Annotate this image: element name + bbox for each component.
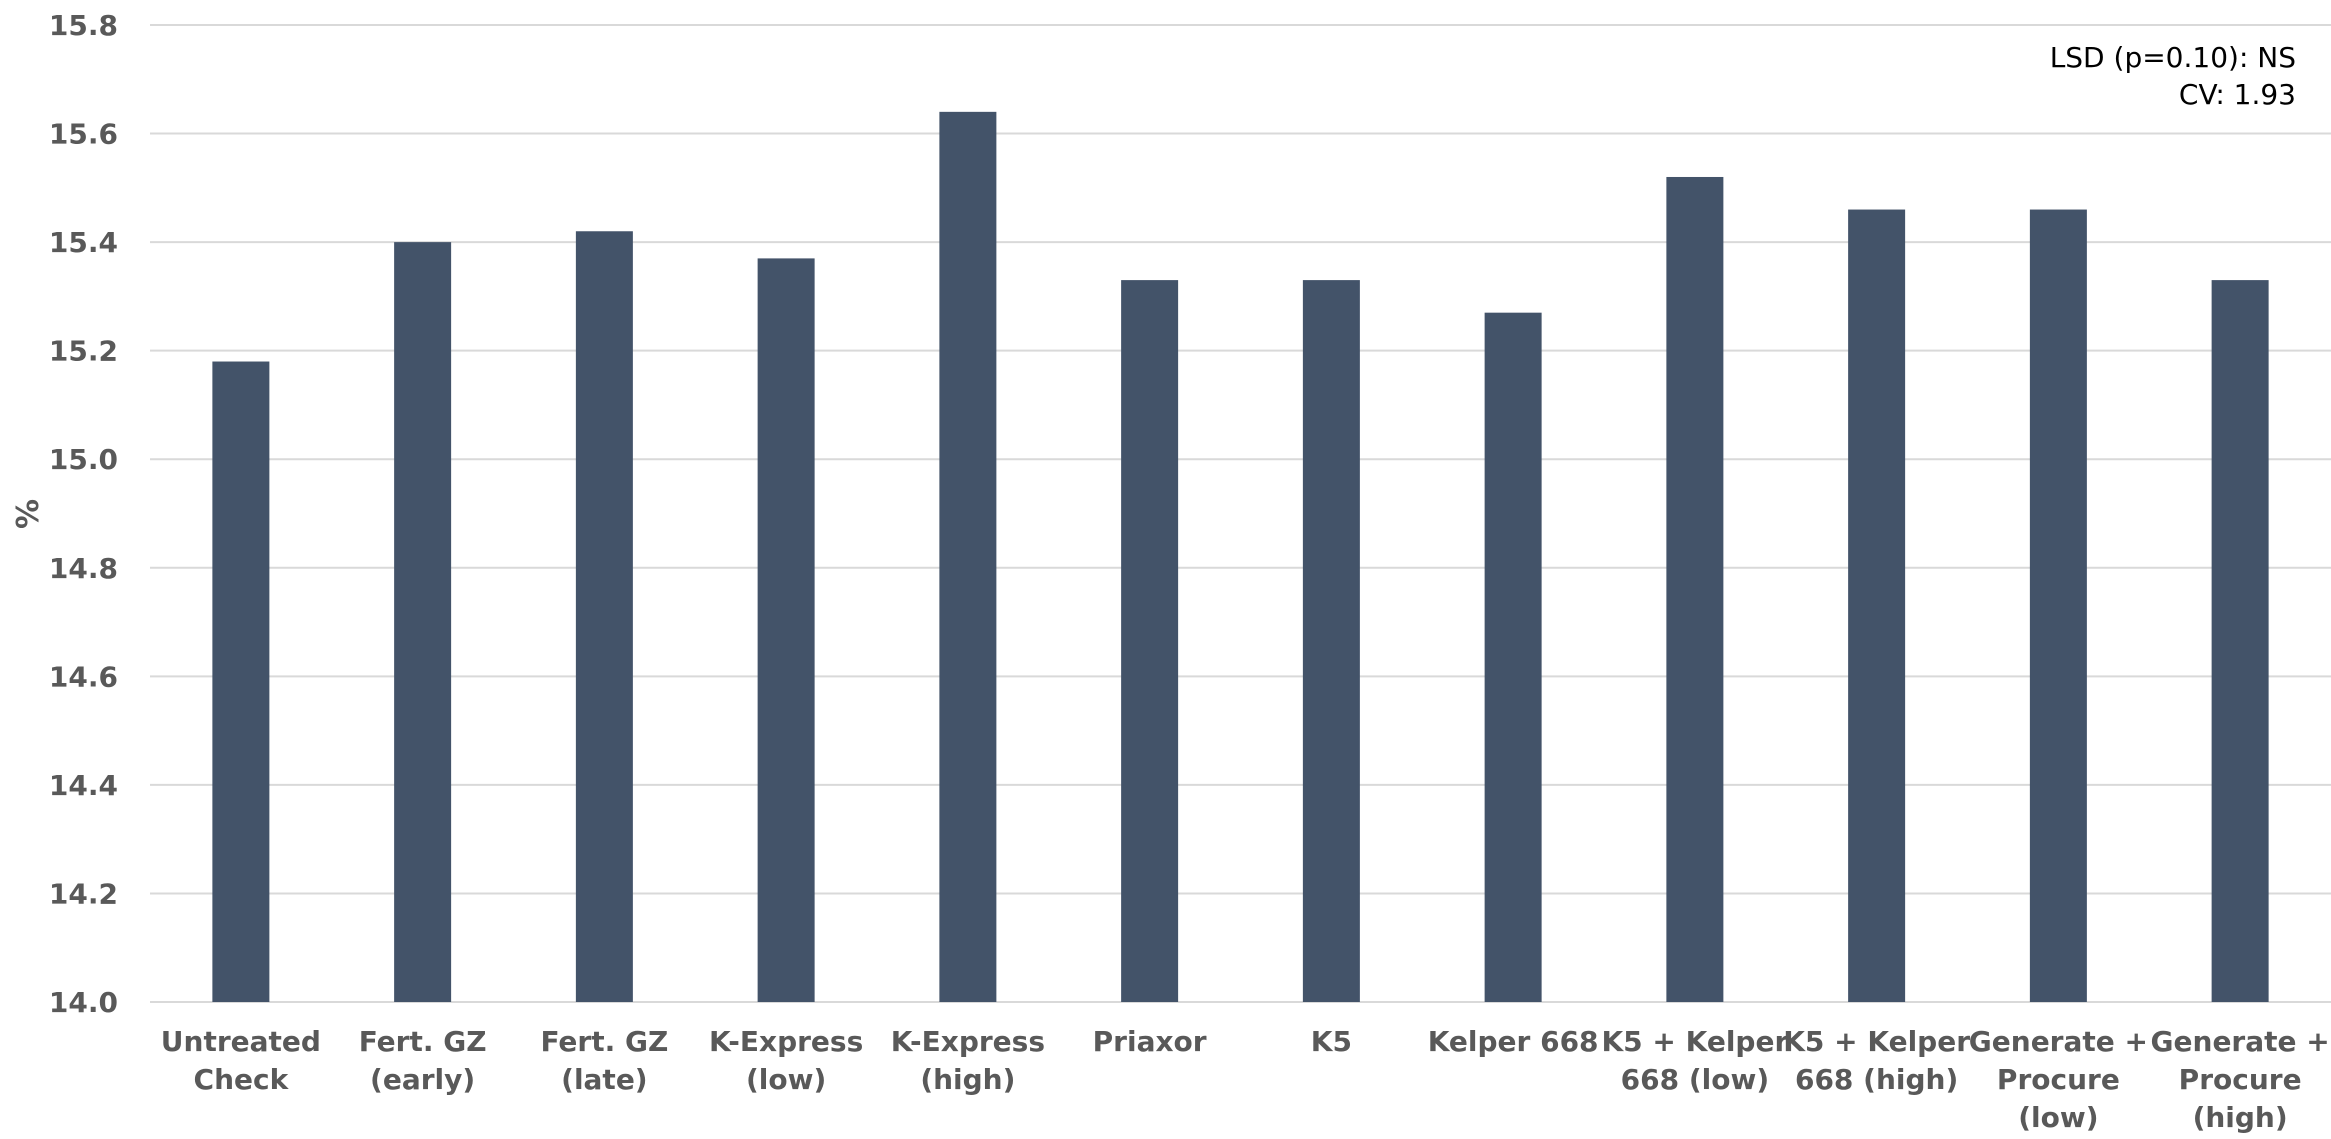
x-tick-label: Priaxor xyxy=(1093,1025,1207,1058)
x-tick-label-line: 668 (high) xyxy=(1795,1063,1958,1096)
x-tick-label: Generate + Procure (high) xyxy=(2151,1025,2330,1134)
bar xyxy=(212,361,270,1002)
bar xyxy=(1484,312,1542,1002)
bar xyxy=(1302,280,1360,1002)
bar xyxy=(1848,209,1906,1003)
x-tick-label-line: (low) xyxy=(2018,1101,2098,1134)
x-tick-label-line: Check xyxy=(194,1063,290,1096)
x-tick-label-line: Kelper 668 xyxy=(1428,1025,1599,1058)
x-tick-label-line: (early) xyxy=(370,1063,475,1096)
y-tick-label: 14.0 xyxy=(49,986,118,1019)
x-tick-label: K-Express (low) xyxy=(709,1025,863,1096)
bars xyxy=(212,111,2269,1003)
x-tick-label: K5 xyxy=(1311,1025,1352,1058)
bar xyxy=(2029,209,2087,1003)
x-tick-label-line: 668 (low) xyxy=(1621,1063,1770,1096)
y-tick-label: 14.4 xyxy=(49,769,118,802)
y-axis-label: % xyxy=(11,499,46,529)
x-tick-label-line: Fert. GZ xyxy=(359,1025,487,1058)
x-tick-label-line: K5 xyxy=(1311,1025,1352,1058)
x-tick-label: K-Express (high) xyxy=(891,1025,1045,1096)
bar xyxy=(1121,280,1179,1002)
x-tick-label-line: (high) xyxy=(2193,1101,2288,1134)
y-tick-label: 15.6 xyxy=(49,118,118,151)
x-tick-label: K5 + Kelper 668 (low) xyxy=(1601,1025,1788,1096)
x-axis-ticks: Untreated Check Fert. GZ (early) Fert. GZ (la… xyxy=(161,1025,2330,1134)
x-tick-label-line: Procure xyxy=(2179,1063,2302,1096)
lsd-annotation: LSD (p=0.10): NS xyxy=(2050,41,2296,74)
x-tick-label-line: Generate + xyxy=(1969,1025,2148,1058)
bar xyxy=(939,111,997,1003)
y-tick-label: 14.6 xyxy=(49,660,118,693)
x-tick-label-line: Procure xyxy=(1997,1063,2120,1096)
bar xyxy=(1666,176,1724,1002)
x-tick-label-line: K5 + Kelper xyxy=(1601,1025,1788,1058)
x-tick-label-line: (late) xyxy=(561,1063,647,1096)
x-tick-label: Kelper 668 xyxy=(1428,1025,1599,1058)
gridlines xyxy=(150,24,2331,1003)
bar xyxy=(757,258,815,1003)
y-tick-label: 15.0 xyxy=(49,443,118,476)
x-tick-label-line: K-Express xyxy=(891,1025,1045,1058)
x-tick-label-line: Fert. GZ xyxy=(540,1025,668,1058)
x-tick-label: Fert. GZ (late) xyxy=(540,1025,668,1096)
x-tick-label-line: (low) xyxy=(746,1063,826,1096)
x-tick-label-line: (high) xyxy=(920,1063,1015,1096)
y-tick-label: 15.2 xyxy=(49,335,118,368)
bar xyxy=(2211,280,2269,1002)
x-tick-label: K5 + Kelper 668 (high) xyxy=(1783,1025,1970,1096)
x-tick-label: Untreated Check xyxy=(161,1025,321,1096)
x-tick-label-line: Generate + xyxy=(2151,1025,2330,1058)
y-tick-label: 15.4 xyxy=(49,226,118,259)
bar xyxy=(394,242,452,1003)
x-tick-label-line: Priaxor xyxy=(1093,1025,1207,1058)
y-tick-label: 15.8 xyxy=(49,9,118,42)
x-tick-label-line: K-Express xyxy=(709,1025,863,1058)
cv-annotation: CV: 1.93 xyxy=(2179,78,2296,111)
x-tick-label-line: K5 + Kelper xyxy=(1783,1025,1970,1058)
y-tick-label: 14.2 xyxy=(49,877,118,910)
x-tick-label-line: Untreated xyxy=(161,1025,321,1058)
y-tick-label: 14.8 xyxy=(49,552,118,585)
bar xyxy=(575,231,633,1002)
x-tick-label: Generate + Procure (low) xyxy=(1969,1025,2148,1134)
x-tick-label: Fert. GZ (early) xyxy=(359,1025,487,1096)
y-axis-ticks: 14.0 14.2 14.4 14.6 14.8 15.0 15.2 15.4 15.6 15.8 xyxy=(49,9,118,1019)
